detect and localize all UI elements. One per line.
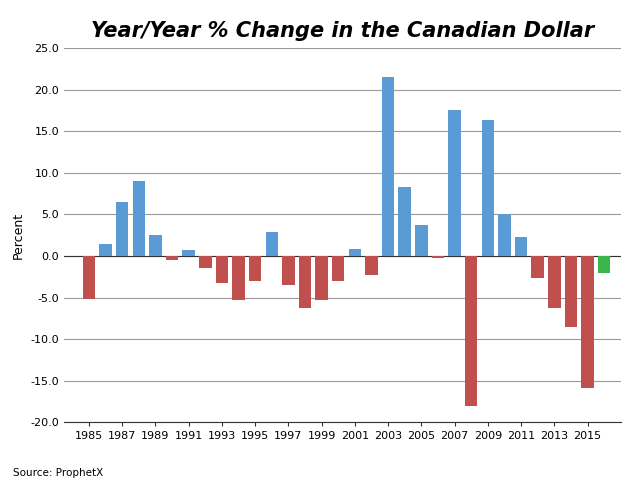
Bar <box>399 187 411 256</box>
Bar <box>199 256 211 268</box>
Bar <box>564 256 577 327</box>
Bar <box>316 256 328 300</box>
Bar <box>432 256 444 258</box>
Bar <box>481 120 494 256</box>
Bar <box>598 256 611 273</box>
Bar <box>216 256 228 284</box>
Bar <box>132 181 145 256</box>
Bar <box>166 256 179 260</box>
Bar <box>282 256 294 285</box>
Bar <box>182 250 195 256</box>
Bar <box>266 232 278 256</box>
Bar <box>299 256 311 308</box>
Bar <box>149 235 162 256</box>
Bar <box>498 214 511 256</box>
Bar <box>382 77 394 256</box>
Bar <box>515 237 527 256</box>
Bar <box>116 202 129 256</box>
Bar <box>531 256 544 278</box>
Bar <box>249 256 261 281</box>
Bar <box>83 256 95 299</box>
Bar <box>99 244 112 256</box>
Bar <box>449 110 461 256</box>
Title: Year/Year % Change in the Canadian Dollar: Year/Year % Change in the Canadian Dolla… <box>91 21 594 41</box>
Bar <box>581 256 594 388</box>
Bar <box>465 256 477 406</box>
Bar <box>415 225 428 256</box>
Bar <box>349 249 361 256</box>
Bar <box>232 256 244 300</box>
Bar <box>548 256 561 309</box>
Bar <box>332 256 344 281</box>
Bar <box>365 256 378 275</box>
Y-axis label: Percent: Percent <box>12 212 25 259</box>
Text: Source: ProphetX: Source: ProphetX <box>13 468 103 478</box>
